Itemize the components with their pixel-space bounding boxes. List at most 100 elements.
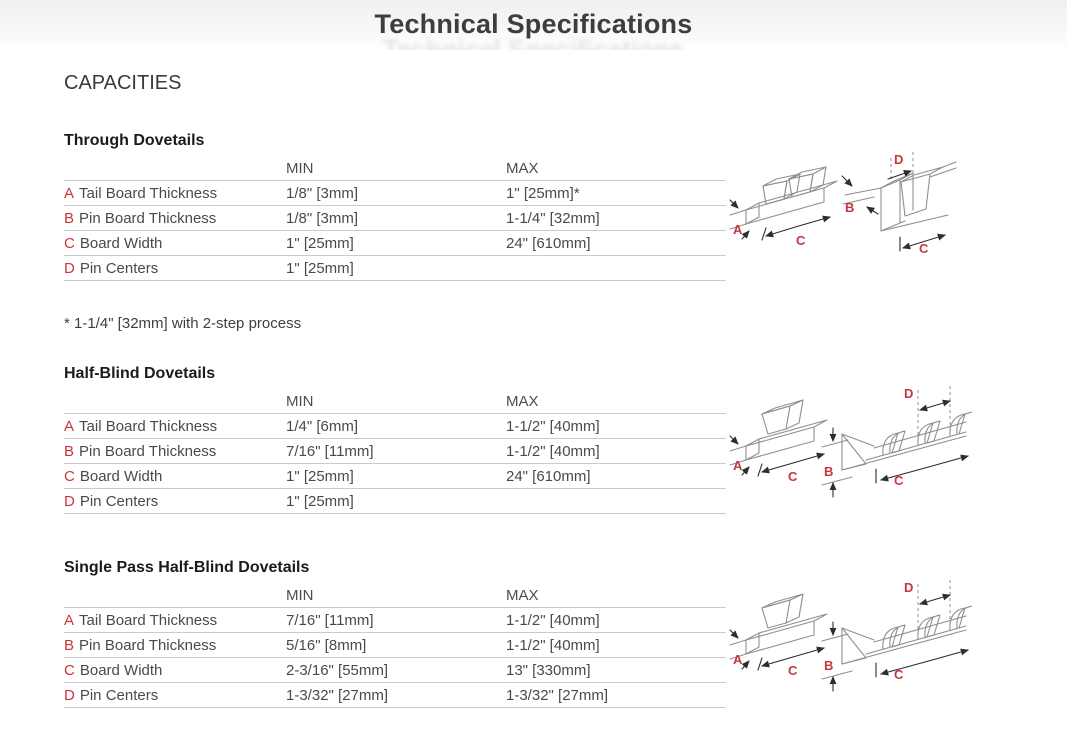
row-label: Board Width <box>79 234 163 252</box>
dimension-label-d: D <box>904 580 913 595</box>
section-heading: Through Dovetails <box>64 132 205 149</box>
table-row: B Pin Board Thickness 5/16" [8mm] 1-1/2" … <box>64 632 726 658</box>
dimension-label-d: D <box>904 386 913 401</box>
max-value <box>506 488 726 514</box>
capacities-heading: CAPACITIES <box>64 72 182 94</box>
tail-board-drawing: A C <box>729 593 828 678</box>
row-label: Pin Board Thickness <box>79 442 217 460</box>
tail-board-drawing: A C <box>729 399 828 484</box>
table-row: D Pin Centers 1" [25mm] <box>64 488 726 514</box>
pin-board-drawing: D B C <box>841 152 957 256</box>
section-through-dovetails: Through Dovetails MIN MAX A Tail Board Th… <box>64 131 726 281</box>
dimension-label-c: C <box>894 473 904 488</box>
single-pass-half-blind-dovetails-table: MIN MAX A Tail Board Thickness 7/16" [11m… <box>64 583 726 708</box>
table-row: B Pin Board Thickness 1/8" [3mm] 1-1/4" [… <box>64 205 726 231</box>
max-value: 24" [610mm] <box>506 463 726 489</box>
row-key: A <box>64 611 75 629</box>
table-header-row: MIN MAX <box>64 583 726 608</box>
table-row: C Board Width 1" [25mm] 24" [610mm] <box>64 463 726 489</box>
row-key: B <box>64 209 75 227</box>
row-key: D <box>64 259 75 277</box>
label-column-header <box>64 583 286 608</box>
label-column-header <box>64 389 286 414</box>
dimension-label-c: C <box>894 667 904 682</box>
dimension-label-d: D <box>894 152 903 167</box>
dimension-label-b: B <box>824 464 833 479</box>
half-blind-dovetails-diagram: A C D B C <box>726 384 972 502</box>
table-row: A Tail Board Thickness 1/8" [3mm] 1" [25m… <box>64 180 726 206</box>
max-value: 1-1/4" [32mm] <box>506 205 726 231</box>
min-value: 1" [25mm] <box>286 255 506 281</box>
row-key: C <box>64 234 75 252</box>
table-header-row: MIN MAX <box>64 156 726 181</box>
half-blind-dovetails-table: MIN MAX A Tail Board Thickness 1/4" [6mm]… <box>64 389 726 514</box>
max-value: 1-1/2" [40mm] <box>506 632 726 658</box>
min-value: 1" [25mm] <box>286 488 506 514</box>
row-label: Pin Centers <box>79 259 159 277</box>
max-column-header: MAX <box>506 583 726 608</box>
max-value: 1" [25mm]* <box>506 180 726 206</box>
min-column-header: MIN <box>286 156 506 181</box>
table-row: A Tail Board Thickness 7/16" [11mm] 1-1/2… <box>64 607 726 633</box>
max-value: 1-1/2" [40mm] <box>506 607 726 633</box>
row-key: D <box>64 492 75 510</box>
row-label: Pin Centers <box>79 492 159 510</box>
dimension-label-c: C <box>796 233 806 248</box>
label-column-header <box>64 156 286 181</box>
dimension-label-c: C <box>788 663 798 678</box>
min-value: 5/16" [8mm] <box>286 632 506 658</box>
min-value: 1/8" [3mm] <box>286 180 506 206</box>
max-value: 1-3/32" [27mm] <box>506 682 726 708</box>
max-value: 13" [330mm] <box>506 657 726 683</box>
row-key: A <box>64 184 75 202</box>
dimension-label-c: C <box>788 469 798 484</box>
max-value: 1-1/2" [40mm] <box>506 438 726 464</box>
pin-board-drawing: D B C <box>821 580 972 692</box>
row-label: Pin Board Thickness <box>79 209 217 227</box>
page-title: Technical Specifications <box>374 9 693 39</box>
pin-board-drawing: D B C <box>821 386 972 498</box>
min-value: 1/4" [6mm] <box>286 413 506 439</box>
min-value: 2-3/16" [55mm] <box>286 657 506 683</box>
dimension-label-b: B <box>824 658 833 673</box>
min-column-header: MIN <box>286 583 506 608</box>
row-key: D <box>64 686 75 704</box>
row-key: B <box>64 442 75 460</box>
section-heading: Half-Blind Dovetails <box>64 365 216 382</box>
dimension-label-a: A <box>733 458 743 473</box>
row-label: Tail Board Thickness <box>79 611 218 629</box>
max-column-header: MAX <box>506 389 726 414</box>
tail-board-drawing: A C <box>729 166 838 248</box>
page-header: Technical Specifications Technical Speci… <box>0 0 1067 50</box>
through-dovetails-table: MIN MAX A Tail Board Thickness 1/8" [3mm]… <box>64 156 726 281</box>
dimension-label-a: A <box>733 652 743 667</box>
dimension-label-a: A <box>733 222 743 237</box>
table-header-row: MIN MAX <box>64 389 726 414</box>
table-row: D Pin Centers 1-3/32" [27mm] 1-3/32" [27m… <box>64 682 726 708</box>
min-value: 7/16" [11mm] <box>286 607 506 633</box>
row-label: Tail Board Thickness <box>79 417 218 435</box>
row-label: Board Width <box>79 467 163 485</box>
table-row: B Pin Board Thickness 7/16" [11mm] 1-1/2"… <box>64 438 726 464</box>
footnote: * 1-1/4" [32mm] with 2-step process <box>64 315 302 332</box>
row-key: C <box>64 661 75 679</box>
row-key: C <box>64 467 75 485</box>
min-value: 1/8" [3mm] <box>286 205 506 231</box>
max-value: 1-1/2" [40mm] <box>506 413 726 439</box>
max-value <box>506 255 726 281</box>
through-dovetails-diagram: A C D B C <box>726 146 972 258</box>
row-key: A <box>64 417 75 435</box>
dimension-label-b: B <box>845 200 854 215</box>
min-column-header: MIN <box>286 389 506 414</box>
table-row: C Board Width 1" [25mm] 24" [610mm] <box>64 230 726 256</box>
table-row: C Board Width 2-3/16" [55mm] 13" [330mm] <box>64 657 726 683</box>
row-key: B <box>64 636 75 654</box>
row-label: Board Width <box>79 661 163 679</box>
dimension-label-c: C <box>919 241 929 256</box>
single-pass-half-blind-dovetails-diagram: A C D B C <box>726 574 972 696</box>
max-column-header: MAX <box>506 156 726 181</box>
section-heading: Single Pass Half-Blind Dovetails <box>64 559 310 576</box>
min-value: 1" [25mm] <box>286 230 506 256</box>
row-label: Pin Board Thickness <box>79 636 217 654</box>
